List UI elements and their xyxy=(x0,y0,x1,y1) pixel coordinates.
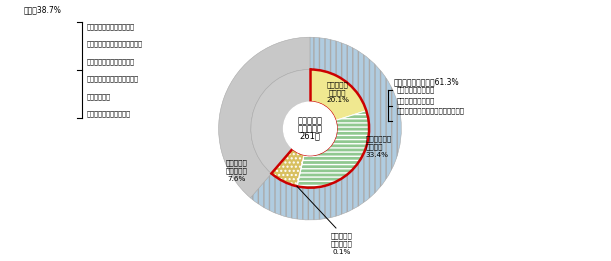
Wedge shape xyxy=(251,37,401,220)
Text: 効果はよく
わからない
7.6%: 効果はよく わからない 7.6% xyxy=(225,159,247,182)
Text: （生産性）の向上: （生産性）の向上 xyxy=(397,97,435,104)
Text: ・通勤弱者（身障者、高齢者、: ・通勤弱者（身障者、高齢者、 xyxy=(87,41,143,47)
Text: 育児中の女性）への対応: 育児中の女性）への対応 xyxy=(87,58,135,65)
Text: テレワーク: テレワーク xyxy=(298,116,323,126)
Circle shape xyxy=(284,102,337,155)
Text: ・定型業務の効率性: ・定型業務の効率性 xyxy=(397,87,435,93)
Text: 生活の実現: 生活の実現 xyxy=(87,93,111,100)
Wedge shape xyxy=(272,149,304,186)
Text: ・勤務者の移動時間の短縮: ・勤務者の移動時間の短縮 xyxy=(87,23,135,30)
Text: 261社: 261社 xyxy=(299,132,320,141)
Wedge shape xyxy=(251,69,310,174)
Text: ・優秀な人材の雇用確保: ・優秀な人材の雇用確保 xyxy=(87,110,131,117)
Wedge shape xyxy=(297,154,304,186)
Text: 労働生産性向上目的61.3%: 労働生産性向上目的61.3% xyxy=(393,78,459,86)
Text: あまり効果
がなかった
0.1%: あまり効果 がなかった 0.1% xyxy=(331,233,353,255)
Wedge shape xyxy=(219,37,310,198)
Text: ・付加価値創造業務の創造性の向上: ・付加価値創造業務の創造性の向上 xyxy=(397,107,465,114)
Text: その他38.7%: その他38.7% xyxy=(23,5,61,14)
Text: 非常に効果
があった
20.1%: 非常に効果 があった 20.1% xyxy=(326,81,349,103)
Text: 導入企機業: 導入企機業 xyxy=(298,124,323,133)
Text: ・勤務者にゆとりと健康的な: ・勤務者にゆとりと健康的な xyxy=(87,76,139,82)
Wedge shape xyxy=(297,111,369,188)
Wedge shape xyxy=(310,69,367,121)
Text: ある程度効果
があった
33.4%: ある程度効果 があった 33.4% xyxy=(365,135,392,158)
